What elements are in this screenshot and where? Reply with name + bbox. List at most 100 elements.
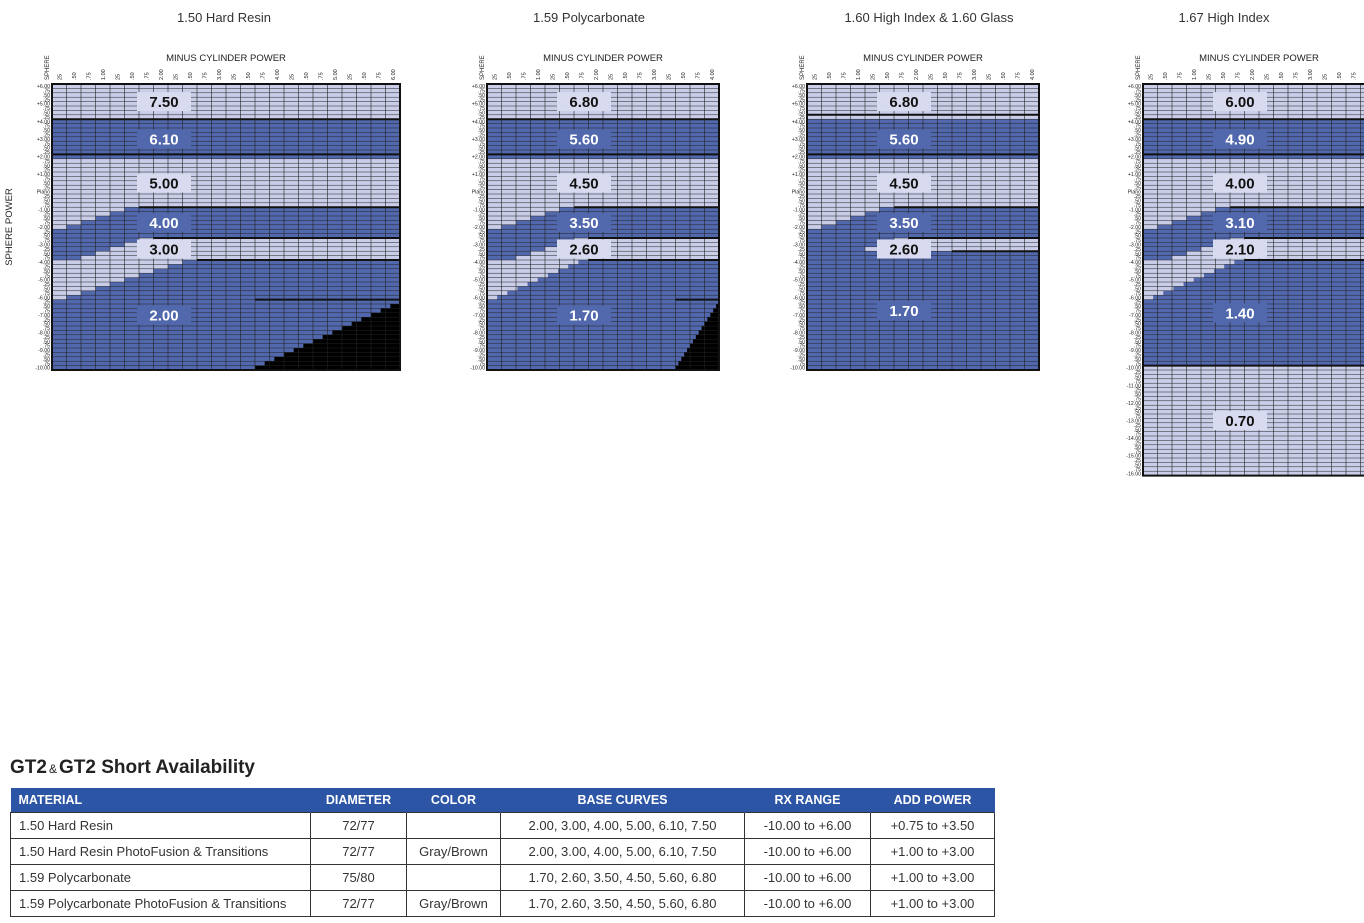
zone-step <box>487 251 531 256</box>
y-tick-label: .25 <box>478 133 485 139</box>
table-row: 1.59 Polycarbonate PhotoFusion & Transit… <box>10 890 995 917</box>
x-tick-label: 25 <box>173 74 179 80</box>
y-tick-label: .25 <box>798 115 805 121</box>
x-tick-label: .75 <box>86 72 92 80</box>
x-tick-label: .50 <box>1279 72 1285 80</box>
y-tick-label: .75 <box>1134 326 1141 332</box>
cell-material: 1.50 Hard Resin PhotoFusion & Transition… <box>10 838 311 865</box>
zone-step <box>1143 251 1187 256</box>
y-tick-label: .50 <box>1134 357 1141 363</box>
cell-rx-range: -10.00 to +6.00 <box>744 838 871 865</box>
x-tick-label: 25 <box>347 74 353 80</box>
x-tick-label: .75 <box>260 72 266 80</box>
zone-step <box>487 295 498 300</box>
x-tick-label: .50 <box>507 72 513 80</box>
base-curve-label: 4.90 <box>1225 132 1254 149</box>
x-tick-label: 25 <box>550 74 556 80</box>
y-tick-label: +2.00 <box>472 155 485 161</box>
y-tick-label: Plano <box>37 190 50 196</box>
y-tick-label: .75 <box>1134 124 1141 130</box>
y-tick-label: .75 <box>478 106 485 112</box>
y-tick-label: -13.00 <box>1126 419 1141 425</box>
base-curve-label: 6.80 <box>889 94 918 111</box>
y-tick-label: .50 <box>43 93 50 99</box>
chart-title-high-index-167: 1.67 High Index <box>1178 10 1270 25</box>
grid-border <box>51 83 401 371</box>
y-tick-label: .50 <box>1134 234 1141 240</box>
y-tick-label: .25 <box>478 115 485 121</box>
x-tick-label: 25 <box>1322 74 1328 80</box>
zone-step <box>487 242 560 247</box>
y-tick-label: .75 <box>798 291 805 297</box>
y-tick-label: .50 <box>1134 251 1141 257</box>
header-material: MATERIAL <box>10 788 311 813</box>
y-tick-label: .25 <box>798 133 805 139</box>
y-tick-label: .75 <box>1134 291 1141 297</box>
x-tick-label: .75 <box>957 72 963 80</box>
base-curve-label-bg <box>557 213 611 233</box>
y-tick-label: .25 <box>1134 97 1141 103</box>
base-curve-label-bg <box>137 239 191 259</box>
y-tick-label: .75 <box>43 256 50 262</box>
base-curve-label: 3.00 <box>149 242 178 259</box>
x-tick-label: .75 <box>637 72 643 80</box>
y-tick-label: -8.00 <box>1129 331 1141 337</box>
y-tick-label: .25 <box>478 194 485 200</box>
y-tick-label: -6.00 <box>473 295 485 301</box>
y-tick-label: .25 <box>43 185 50 191</box>
y-tick-label: .75 <box>798 344 805 350</box>
x-tick-label: 2.00 <box>594 69 600 80</box>
y-tick-label: .75 <box>478 141 485 147</box>
y-tick-label: .50 <box>43 111 50 117</box>
y-tick-label: .50 <box>478 339 485 345</box>
grid-border <box>1142 83 1364 477</box>
y-tick-label: -10.00 <box>35 366 50 372</box>
y-tick-label: -7.00 <box>1129 313 1141 319</box>
cell-diameter: 75/80 <box>310 864 407 891</box>
zone-step <box>52 268 154 274</box>
y-tick-label: .25 <box>43 247 50 253</box>
y-tick-label: +5.00 <box>1128 102 1141 108</box>
base-curve-label: 3.50 <box>569 215 598 232</box>
y-tick-label: .75 <box>43 106 50 112</box>
x-tick-label: 25 <box>812 74 818 80</box>
zone-step <box>52 251 96 256</box>
y-tick-label: .50 <box>478 322 485 328</box>
y-tick-label: .50 <box>798 304 805 310</box>
y-tick-label: -1.00 <box>473 207 485 213</box>
y-tick-label: .50 <box>43 216 50 222</box>
y-tick-label: .75 <box>1134 379 1141 385</box>
cell-base-curves: 2.00, 3.00, 4.00, 5.00, 6.10, 7.50 <box>500 812 745 839</box>
y-tick-label: -3.00 <box>1129 243 1141 249</box>
y-tick-label: .25 <box>1134 388 1141 394</box>
y-tick-label: .75 <box>1134 141 1141 147</box>
y-tick-label: .25 <box>478 317 485 323</box>
y-tick-label: .50 <box>798 146 805 152</box>
y-tick-label: -1.00 <box>38 207 50 213</box>
y-tick-label: .50 <box>1134 392 1141 398</box>
base-curve-label-bg <box>1213 213 1267 233</box>
y-tick-label: -5.00 <box>1129 278 1141 284</box>
y-axis-label: SPHERE POWER <box>4 188 15 266</box>
y-tick-label: .75 <box>478 361 485 367</box>
header-rx-range: RX RANGE <box>744 788 871 813</box>
zone-step <box>1143 273 1204 278</box>
y-tick-label: .25 <box>798 168 805 174</box>
sphere-corner-label: SPHERE <box>800 55 806 80</box>
cell-color: Gray/Brown <box>406 838 501 865</box>
y-tick-label: .75 <box>1134 467 1141 473</box>
y-tick-label: .25 <box>478 247 485 253</box>
header-base-curves: BASE CURVES <box>500 788 745 813</box>
y-tick-label: .25 <box>43 168 50 174</box>
y-tick-label: .25 <box>1134 335 1141 341</box>
cell-base-curves: 1.70, 2.60, 3.50, 4.50, 5.60, 6.80 <box>500 890 745 917</box>
y-tick-label: .25 <box>798 229 805 235</box>
y-tick-label: -2.00 <box>473 225 485 231</box>
y-tick-label: +2.00 <box>37 155 50 161</box>
zone-step <box>1143 286 1174 291</box>
y-tick-label: +4.00 <box>472 119 485 125</box>
header-color: COLOR <box>406 788 501 813</box>
y-tick-label: .50 <box>1134 287 1141 293</box>
